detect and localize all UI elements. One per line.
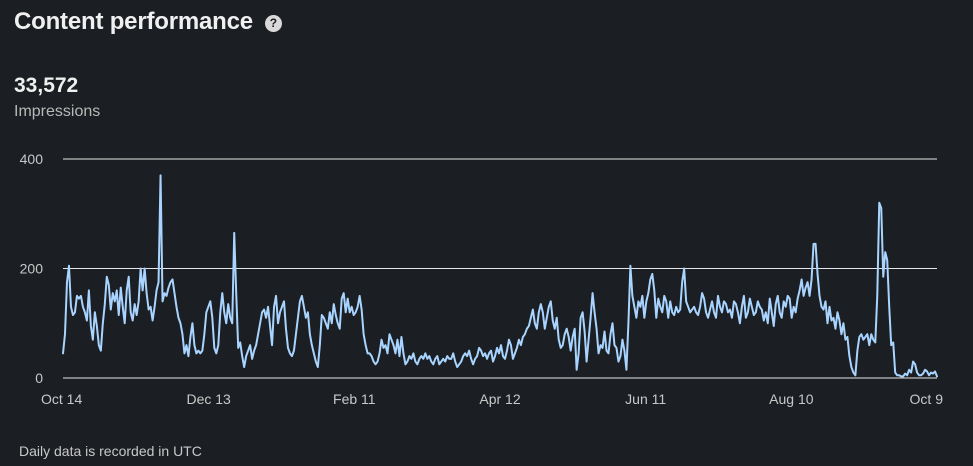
x-tick-label: Feb 11 [333,391,376,407]
x-tick-label: Oct 14 [41,391,82,407]
x-tick-label: Apr 12 [479,391,520,407]
header: Content performance ? [14,8,282,36]
x-tick-label: Oct 9 [910,391,944,407]
chart-gridlines [63,158,937,379]
performance-line-chart: 0 200 400 Oct 14 Dec 13 Feb 11 Apr 12 Jun 11 Au… [20,151,944,407]
impressions-count: 33,572 [14,74,79,97]
x-tick-label: Dec 13 [186,391,231,407]
page-title: Content performance [14,8,253,35]
y-tick-label: 200 [20,261,44,277]
y-axis-ticks: 0 200 400 [20,151,44,386]
x-tick-label: Aug 10 [769,391,814,407]
utc-note: Daily data is recorded in UTC [19,443,202,459]
y-tick-label: 0 [35,370,43,386]
x-axis-ticks: Oct 14 Dec 13 Feb 11 Apr 12 Jun 11 Aug 10 Oct … [41,391,943,407]
help-icon[interactable]: ? [264,14,282,32]
y-tick-label: 400 [20,151,44,167]
x-tick-label: Jun 11 [625,391,666,407]
impressions-label: Impressions [14,103,101,120]
impressions-series-line[interactable] [62,174,938,378]
